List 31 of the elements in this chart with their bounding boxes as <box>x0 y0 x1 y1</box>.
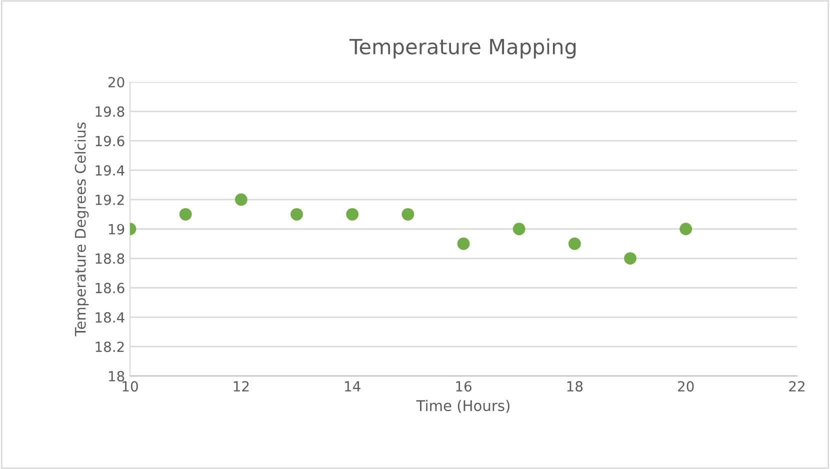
x-tick-label: 12 <box>234 381 249 392</box>
point <box>512 222 526 236</box>
y-tick-label: 18.4 <box>96 312 124 323</box>
point <box>457 237 470 250</box>
x-axis-title: Time (Hours) <box>416 400 510 413</box>
point <box>179 208 192 221</box>
y-tick-label: 18.6 <box>96 282 124 294</box>
y-tick-label: 19 <box>108 224 124 234</box>
y-tick-label: 18.2 <box>96 342 124 352</box>
point <box>568 237 581 250</box>
chart-title: Temperature Mapping <box>349 38 576 59</box>
y-tick-label: 18.8 <box>96 253 124 264</box>
point <box>402 208 414 221</box>
point <box>346 208 359 221</box>
point <box>234 193 248 206</box>
point <box>290 208 303 221</box>
y-tick-label: 19.2 <box>96 194 124 206</box>
x-tick-label: 18 <box>567 381 583 392</box>
y-tick-label: 18 <box>108 370 124 382</box>
point <box>624 252 636 265</box>
y-tick-label: 19.6 <box>96 136 124 146</box>
x-tick-label: 20 <box>678 381 694 392</box>
x-tick-label: 10 <box>122 381 138 392</box>
point <box>680 222 692 236</box>
y-tick-label: 19.4 <box>96 165 124 176</box>
y-tick-label: 19.8 <box>96 106 124 117</box>
x-tick-label: 22 <box>789 381 804 392</box>
x-tick-label: 14 <box>345 381 360 392</box>
y-tick-label: 20 <box>108 76 124 88</box>
y-axis-title: Temperature Degrees Celcius <box>74 122 89 336</box>
x-tick-label: 16 <box>456 381 472 392</box>
